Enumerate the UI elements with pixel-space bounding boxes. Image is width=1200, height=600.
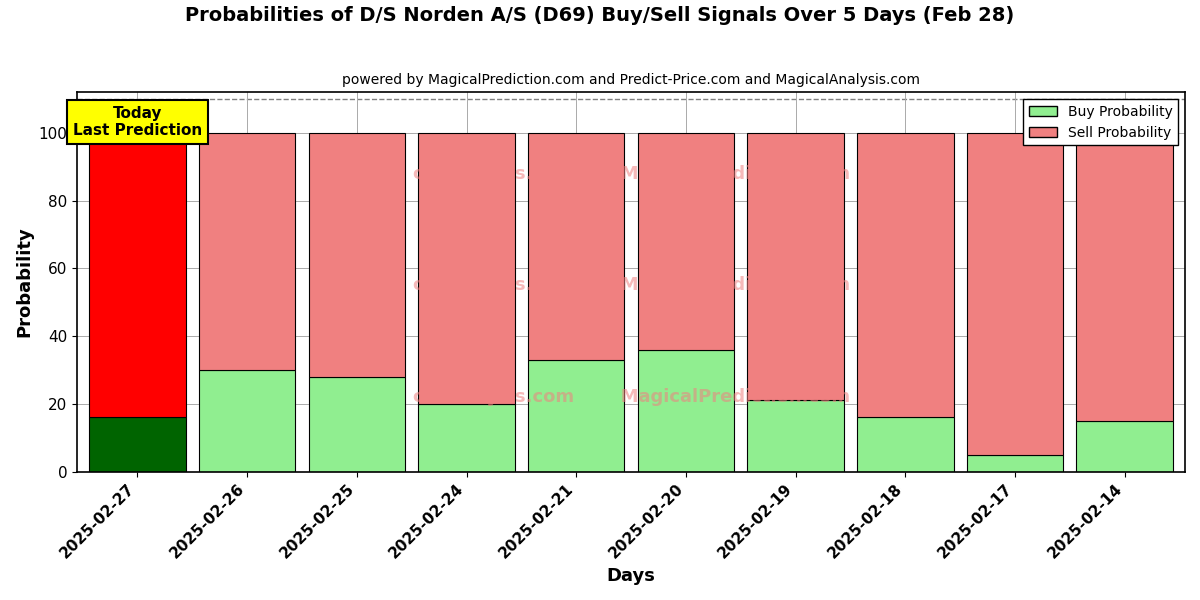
Bar <box>857 418 954 472</box>
Bar <box>528 133 624 360</box>
Bar <box>1076 421 1172 472</box>
Bar <box>967 133 1063 455</box>
Bar <box>967 455 1063 472</box>
Bar <box>528 360 624 472</box>
Text: calAnalysis.com       MagicalPrediction.com: calAnalysis.com MagicalPrediction.com <box>413 277 850 295</box>
Text: calAnalysis.com       MagicalPrediction.com: calAnalysis.com MagicalPrediction.com <box>413 164 850 182</box>
Bar <box>857 133 954 418</box>
Bar <box>637 133 734 350</box>
X-axis label: Days: Days <box>607 567 655 585</box>
Bar <box>308 133 406 377</box>
Bar <box>419 133 515 404</box>
Bar <box>419 404 515 472</box>
Text: Probabilities of D/S Norden A/S (D69) Buy/Sell Signals Over 5 Days (Feb 28): Probabilities of D/S Norden A/S (D69) Bu… <box>185 6 1015 25</box>
Bar <box>1076 133 1172 421</box>
Bar <box>89 418 186 472</box>
Text: calAnalysis.com       MagicalPrediction.com: calAnalysis.com MagicalPrediction.com <box>413 388 850 406</box>
Bar <box>637 350 734 472</box>
Bar <box>199 370 295 472</box>
Legend: Buy Probability, Sell Probability: Buy Probability, Sell Probability <box>1024 99 1178 145</box>
Bar <box>308 377 406 472</box>
Bar <box>89 133 186 418</box>
Bar <box>199 133 295 370</box>
Bar <box>748 400 844 472</box>
Y-axis label: Probability: Probability <box>14 227 32 337</box>
Text: Today
Last Prediction: Today Last Prediction <box>73 106 202 138</box>
Bar <box>748 133 844 400</box>
Title: powered by MagicalPrediction.com and Predict-Price.com and MagicalAnalysis.com: powered by MagicalPrediction.com and Pre… <box>342 73 920 87</box>
